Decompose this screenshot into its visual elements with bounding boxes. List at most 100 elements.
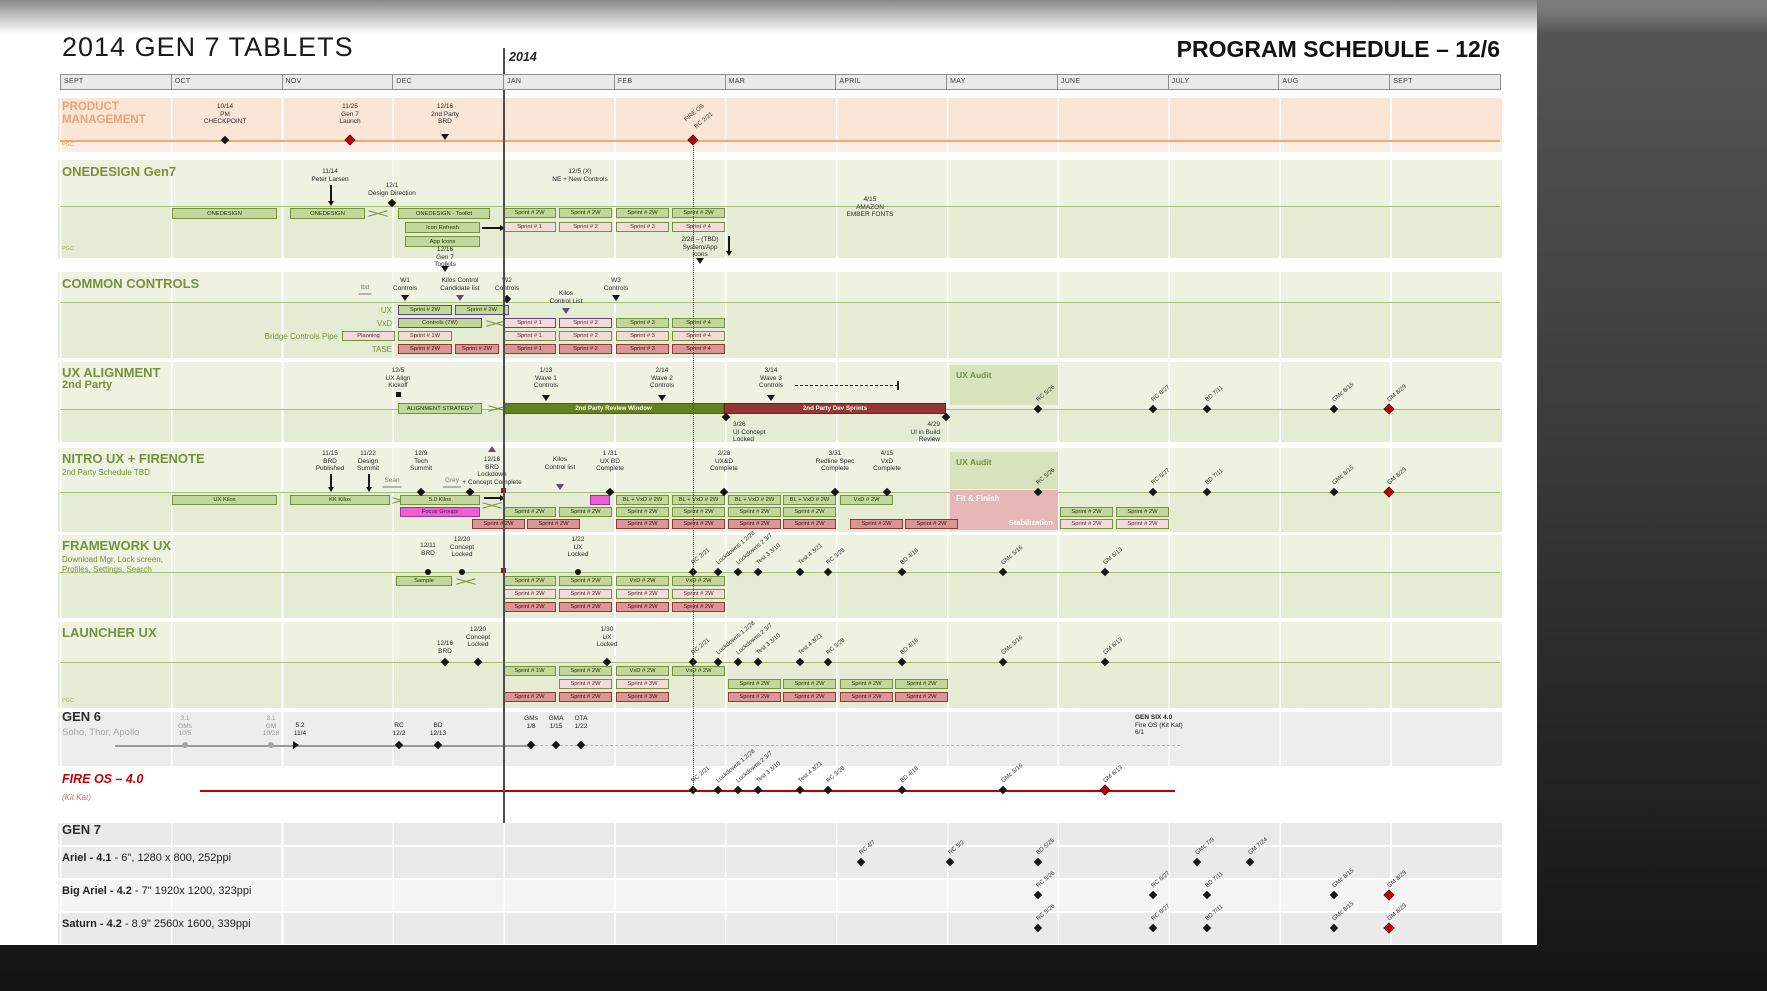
schedule-bar: Sprint # 1 — [503, 344, 556, 354]
month-mar: MAR — [725, 74, 837, 90]
schedule-bar: Sprint # 2W — [1060, 519, 1113, 529]
box-label: UX Audit — [956, 370, 992, 380]
milestone-marker — [753, 785, 763, 795]
schedule-bar: ONEDESIGN - Toolkit — [398, 208, 490, 219]
annotation-label: 12/5 (X) NE + New Controls — [552, 168, 608, 183]
annotation-label: 3/31 Redline Spec Complete — [815, 450, 855, 473]
arrow-down-icon — [328, 474, 333, 492]
schedule-bar: Sprint # 2W — [503, 576, 556, 586]
milestone-marker — [441, 266, 449, 272]
schedule-bar: Sprint # 2W — [672, 208, 725, 218]
milestone-label: GM 6/13 — [1102, 764, 1124, 785]
milestone-label: RC 3/28 — [825, 765, 847, 785]
month-may: MAY — [947, 74, 1058, 90]
schedule-bar: Sprint # 2W — [895, 692, 948, 702]
row-label-ux: UX — [380, 306, 392, 315]
box-label: UX Audit — [956, 457, 992, 467]
schedule-bar: Sprint # 2W — [840, 692, 893, 702]
schedule-bar: Sprint # 2W — [559, 692, 612, 702]
annotation-label: 12/9 Tech Summit — [409, 450, 433, 473]
annotation-label: 12/5 UX Align Kickoff — [385, 367, 411, 390]
schedule-bar: BL + VxD # 2W — [728, 495, 781, 505]
arrow-down-icon — [328, 185, 333, 206]
annotation-label: 1/13 Wave 1 Controls — [533, 367, 559, 390]
lane-title-common-controls: COMMON CONTROLS — [62, 276, 200, 291]
annotation-label: 3.1 GMs 10/5 — [178, 715, 192, 738]
annotation-label: 11/14 Peter Larsen — [311, 168, 349, 183]
lane-title-gen7: GEN 7 — [62, 822, 102, 837]
fireos-rc-dotted-line — [693, 146, 694, 791]
schedule-bar: Planning — [342, 331, 395, 341]
row-label-vxd: VxD — [376, 319, 392, 328]
annotation-label: 1/30 UX Locked — [596, 626, 618, 649]
arrow-down-icon — [366, 474, 371, 492]
month-header: SEPT OCT NOV DEC JAN FEB MAR APRIL MAY JUNE JULY AU… — [60, 74, 1501, 90]
schedule-bar: Sprint # 2 — [559, 222, 612, 232]
schedule-bar: Sprint # 2W — [559, 679, 612, 689]
month-april: APRIL — [836, 74, 948, 90]
lane-title-fire-os: FIRE OS – 4.0 — [62, 772, 144, 786]
lane-title-gen6: GEN 6 — [62, 709, 102, 724]
schedule-bar: Sprint # 2W — [728, 679, 781, 689]
schedule-bar: ALIGNMENT STRATEGY — [398, 403, 482, 414]
milestone-marker — [456, 295, 464, 301]
band-gen7-saturn — [58, 913, 1502, 944]
milestone-marker — [488, 446, 496, 452]
timeline-line — [200, 790, 1175, 793]
annotation-label: Kilos Control list — [544, 456, 576, 471]
lane-title-framework: FRAMEWORK UX — [62, 538, 172, 553]
schedule-bar: Sprint # 2W — [783, 507, 836, 517]
annotation-label: Soho, Thor, Apollo — [62, 727, 140, 738]
milestone-marker — [795, 785, 805, 795]
schedule-bar: UX Kilos — [172, 495, 277, 505]
schedule-bar: Sprint # 2W — [905, 519, 958, 529]
schedule-bar: Sprint # 2W — [616, 602, 669, 612]
schedule-bar: Sprint # 2W — [783, 679, 836, 689]
schedule-bar: VxD # 2W — [672, 576, 725, 586]
schedule-bar: VxD # 2W — [616, 666, 669, 676]
lane-title-nitro: NITRO UX + FIRENOTE — [62, 451, 205, 466]
annotation-label: 2nd Party — [62, 379, 113, 391]
milestone-marker — [556, 484, 564, 490]
schedule-bar: VxD # 2W — [672, 666, 725, 676]
annotation-label: 12/20 Concept Locked — [449, 536, 475, 559]
lane-title-launcher: LAUNCHER UX — [62, 625, 157, 640]
milestone-marker — [767, 395, 775, 401]
schedule-bar: Sprint # 2W — [455, 344, 499, 354]
annotation-label: W3 Controls — [603, 277, 629, 292]
row-label-bridge-controls-pipe: Bridge Controls Pipe — [264, 332, 338, 341]
schedule-bar: 5.0 Kilos — [400, 495, 480, 505]
schedule-bar: Sprint # 2W — [472, 519, 525, 529]
schedule-bar: Sprint # 2W — [559, 602, 612, 612]
box-label-2: Stabilization — [1008, 518, 1053, 527]
month-sept: SEPT — [60, 74, 172, 90]
schedule-bar: Sprint # 2W — [398, 305, 452, 315]
annotation-label: 12/20 Concept Locked — [465, 626, 491, 649]
schedule-bar: Sprint # 1 — [503, 331, 556, 341]
schedule-bar: Sprint # 2W — [503, 692, 556, 702]
schedule-bar: Sprint # 2W — [503, 507, 556, 517]
milestone-marker — [401, 295, 409, 301]
milestone-marker — [998, 785, 1008, 795]
schedule-bar: Sprint # 4 — [672, 331, 725, 341]
schedule-bar: Sprint # 2W — [559, 507, 612, 517]
schedule-bar: Sprint # 2W — [398, 344, 452, 354]
annotation-label: 1 /31 UX BD Complete — [596, 450, 624, 473]
milestone-marker — [575, 569, 581, 575]
cancelled-x-icon — [368, 207, 388, 219]
milestone-marker — [897, 785, 907, 795]
annotation-label: 4/15 AMAZON EMBER FONTS — [846, 196, 894, 219]
lane-title-ux-alignment: UX ALIGNMENT — [62, 365, 161, 380]
schedule-bar: Sprint # 2W — [503, 602, 556, 612]
annotation-label: GMs 1/8 — [524, 715, 538, 730]
schedule-bar: Sprint # 3 — [616, 318, 669, 328]
timeline-line — [60, 492, 1500, 494]
band-gen7-big-ariel — [58, 880, 1502, 911]
month-nov: NOV — [282, 74, 394, 90]
annotation-label: BD 12/13 — [429, 722, 447, 737]
annotation-label: PGC — [62, 698, 74, 704]
schedule-bar: ONEDESIGN — [172, 208, 277, 219]
month-june: JUNE — [1057, 74, 1169, 90]
lane-title-product-management: PRODUCT MANAGEMENT — [62, 101, 146, 126]
owner-chip-grey: Grey — [442, 477, 462, 488]
